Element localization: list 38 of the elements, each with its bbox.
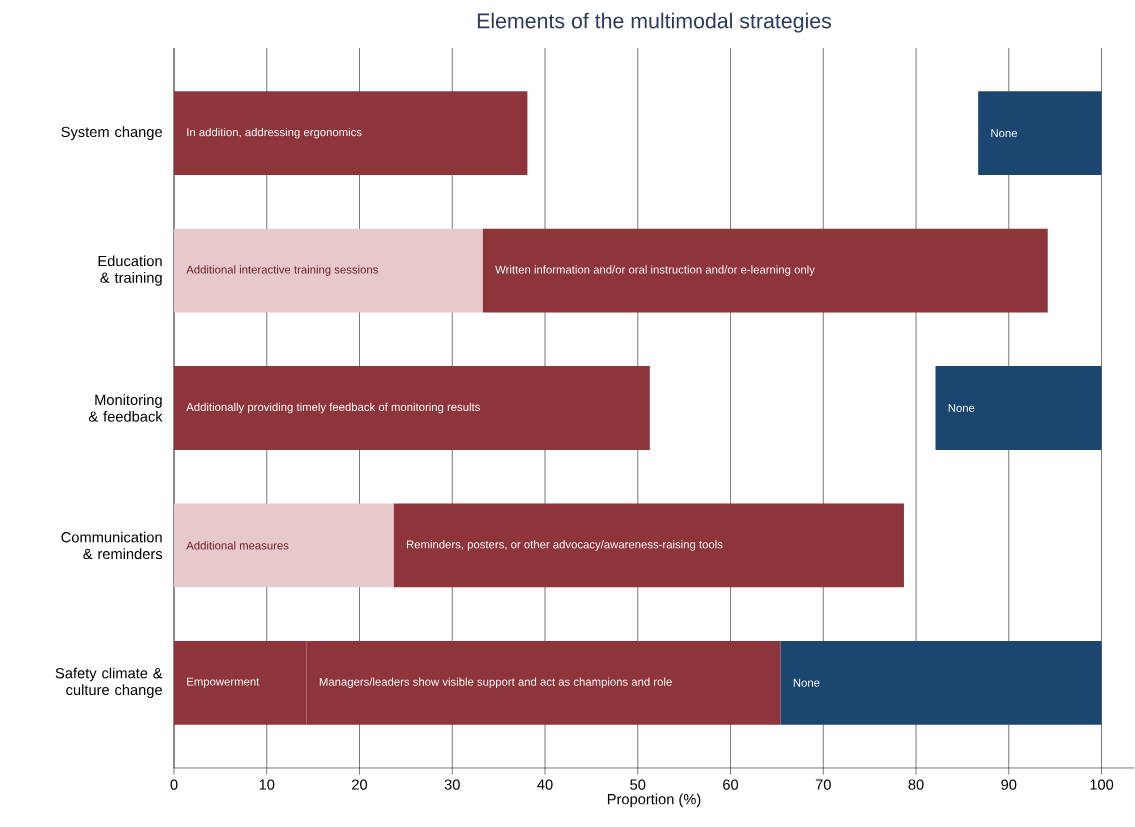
x-axis-title: Proportion (%) — [607, 793, 701, 808]
y-tick-label: Monitoring & feedback — [88, 394, 163, 422]
data-label: Additional measures — [186, 541, 289, 550]
x-tick-label: 70 — [815, 779, 831, 790]
data-label: None — [991, 129, 1018, 138]
data-label: Additional interactive training sessions — [186, 265, 378, 276]
x-tick-label: 100 — [1090, 779, 1114, 790]
x-tick-label: 50 — [630, 779, 646, 790]
bar — [174, 503, 394, 588]
x-tick-label: 20 — [352, 779, 368, 790]
x-tick-label: 0 — [170, 779, 178, 790]
bar — [174, 366, 650, 450]
x-tick-label: 30 — [444, 779, 460, 790]
x-tick-label: 90 — [1001, 779, 1017, 790]
y-tick-label: System change — [61, 126, 162, 140]
data-label: In addition, addressing ergonomics — [187, 127, 362, 139]
x-tick-label: 80 — [908, 779, 924, 790]
chart-title: Elements of the multimodal strategies — [477, 12, 832, 33]
data-label: Empowerment — [187, 677, 260, 688]
data-label: Written information and/or oral instruction and/or e-learning only — [495, 265, 815, 276]
bar — [935, 366, 1102, 450]
bar — [482, 228, 1048, 313]
data-label: Reminders, posters, or other advocacy/awareness-raising tools — [407, 540, 723, 551]
y-tick-label: Education & training — [98, 255, 162, 286]
y-tick-label: Communication & reminders — [61, 531, 163, 560]
bar — [174, 91, 528, 176]
y-tick-label: Safety climate & culture change — [55, 667, 163, 698]
x-tick-label: 10 — [259, 779, 275, 790]
data-label: Managers/leaders show visible support and act as champions and role — [319, 677, 672, 689]
x-tick-label: 60 — [723, 779, 739, 790]
bar — [174, 228, 483, 313]
data-label: Additionally providing timely feedback of monitoring results — [186, 402, 480, 414]
data-label: None — [948, 404, 975, 412]
x-tick-label: 40 — [537, 779, 553, 790]
bar — [780, 640, 1102, 725]
data-label: None — [793, 678, 820, 687]
bar — [978, 91, 1102, 176]
bar — [393, 503, 904, 588]
